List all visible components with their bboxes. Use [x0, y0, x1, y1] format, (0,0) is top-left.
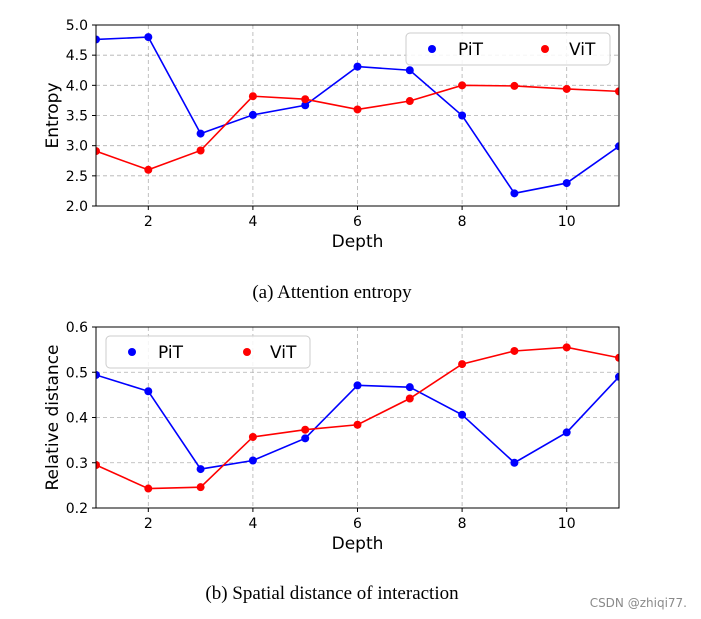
- y-axis-label: Entropy: [43, 82, 63, 148]
- data-point-pit: [144, 33, 153, 42]
- data-point-pit: [301, 101, 310, 110]
- data-point-pit: [615, 142, 619, 151]
- data-point-vit: [562, 343, 571, 352]
- data-point-pit: [196, 465, 205, 474]
- plot-frame: [95, 24, 620, 207]
- data-point-pit: [458, 410, 467, 419]
- data-point-vit: [510, 81, 519, 90]
- chart-panel-1: 2.0 2.5 3.0 3.5 4.0 4.5 5.0 2 4 6 8 10 PiT ViT Depth En…: [43, 18, 620, 303]
- y-tick-label: 2.0: [66, 199, 88, 215]
- data-point-pit: [353, 381, 362, 390]
- watermark: CSDN @zhiqi77.: [590, 596, 687, 610]
- data-point-pit: [615, 372, 619, 381]
- data-point-vit: [196, 483, 205, 492]
- legend-label-pit: PiT: [458, 40, 484, 60]
- legend-box: [105, 335, 311, 369]
- data-point-pit: [562, 179, 571, 188]
- data-point-vit: [96, 147, 100, 156]
- plot-frame: [95, 326, 620, 509]
- data-point-vit: [96, 461, 100, 470]
- x-tick-label: 6: [353, 516, 362, 532]
- data-point-vit: [301, 425, 310, 434]
- data-point-vit: [405, 97, 414, 106]
- data-point-vit: [615, 87, 619, 96]
- y-tick-label: 3.5: [66, 109, 88, 125]
- legend-marker-vit: [243, 348, 251, 356]
- data-point-pit: [405, 66, 414, 75]
- y-tick-label: 0.2: [66, 501, 88, 517]
- data-point-pit: [458, 111, 467, 120]
- legend-label-vit: ViT: [569, 40, 596, 60]
- y-tick-label: 5.0: [66, 18, 88, 34]
- y-tick-label: 4.0: [66, 78, 88, 94]
- data-point-pit: [248, 110, 257, 119]
- data-point-vit: [196, 146, 205, 155]
- data-point-pit: [510, 458, 519, 467]
- y-tick-label: 2.5: [66, 169, 88, 185]
- x-tick-label: 4: [248, 516, 257, 532]
- x-tick-label: 8: [458, 516, 467, 532]
- x-tick-label: 4: [248, 214, 257, 230]
- data-point-pit: [405, 383, 414, 392]
- y-tick-label: 0.6: [66, 320, 88, 336]
- x-axis-label: Depth: [332, 534, 384, 554]
- data-point-vit: [144, 165, 153, 174]
- data-point-vit: [248, 432, 257, 441]
- legend-label-vit: ViT: [270, 343, 297, 363]
- x-tick-label: 2: [144, 214, 153, 230]
- x-tick-label: 2: [144, 516, 153, 532]
- y-tick-label: 3.0: [66, 139, 88, 155]
- legend: PiT ViT: [105, 335, 311, 369]
- plot-area: [96, 343, 619, 493]
- data-point-pit: [353, 62, 362, 71]
- plot-area: [96, 33, 619, 198]
- data-point-pit: [248, 456, 257, 465]
- data-point-vit: [353, 420, 362, 429]
- legend-box: [405, 32, 611, 66]
- data-point-vit: [510, 346, 519, 355]
- data-point-vit: [248, 92, 257, 101]
- x-axis-label: Depth: [332, 232, 384, 252]
- legend-label-pit: PiT: [158, 343, 184, 363]
- data-point-pit: [96, 370, 100, 379]
- x-tick-label: 8: [458, 214, 467, 230]
- y-tick-label: 0.4: [66, 411, 88, 427]
- data-point-pit: [196, 129, 205, 138]
- data-point-pit: [510, 189, 519, 198]
- data-point-pit: [562, 428, 571, 437]
- data-point-pit: [96, 35, 100, 44]
- figure-caption: (a) Attention entropy: [252, 282, 412, 303]
- data-point-vit: [458, 360, 467, 369]
- x-tick-label: 10: [558, 214, 576, 230]
- y-tick-label: 4.5: [66, 48, 88, 64]
- legend-marker-pit: [128, 348, 136, 356]
- x-tick-label: 10: [558, 516, 576, 532]
- data-point-vit: [615, 353, 619, 362]
- data-point-vit: [353, 105, 362, 114]
- data-point-vit: [405, 394, 414, 403]
- data-point-vit: [562, 84, 571, 93]
- figure-caption: (b) Spatial distance of interaction: [205, 583, 459, 604]
- legend-marker-pit: [428, 45, 436, 53]
- data-point-vit: [144, 484, 153, 493]
- data-point-pit: [301, 434, 310, 443]
- chart-panel-2: 0.2 0.3 0.4 0.5 0.6 2 4 6 8 10 PiT ViT Depth Relative…: [43, 320, 620, 604]
- data-point-vit: [301, 95, 310, 104]
- y-axis-label: Relative distance: [43, 345, 63, 491]
- y-tick-label: 0.5: [66, 365, 88, 381]
- legend-marker-vit: [541, 45, 549, 53]
- x-tick-label: 6: [353, 214, 362, 230]
- y-tick-label: 0.3: [66, 456, 88, 472]
- data-point-vit: [458, 81, 467, 90]
- data-point-pit: [144, 387, 153, 396]
- legend: PiT ViT: [405, 32, 611, 66]
